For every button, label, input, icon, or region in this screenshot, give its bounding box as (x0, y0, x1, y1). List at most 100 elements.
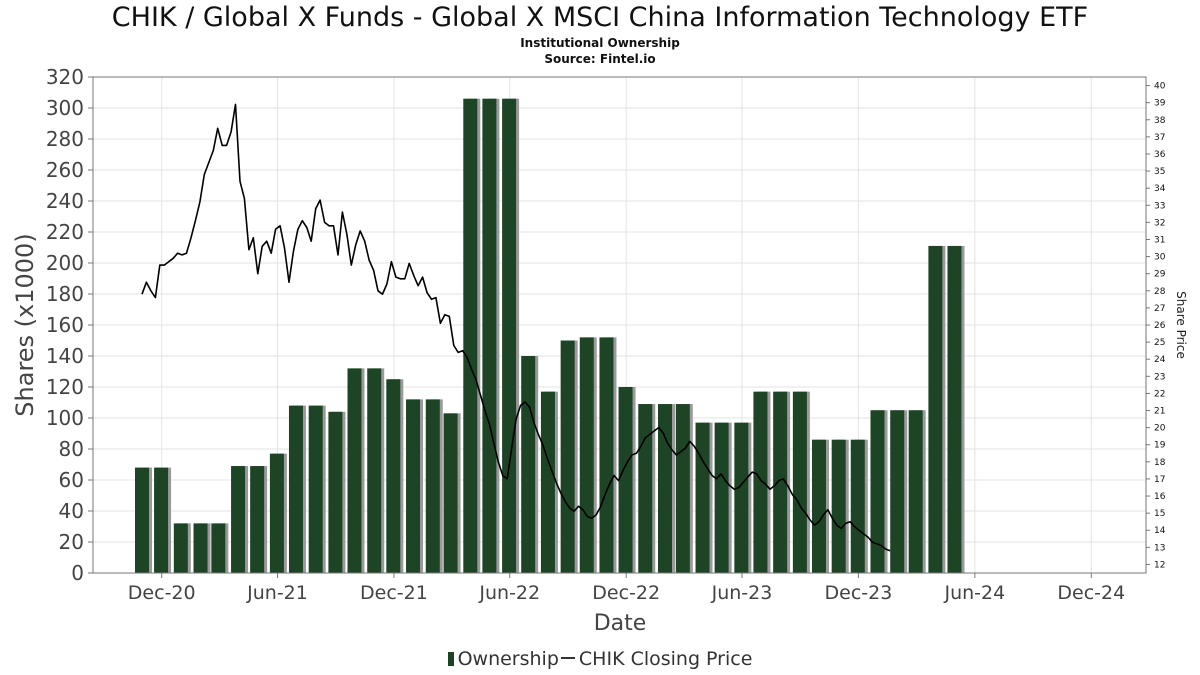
y2-tick-label: 15 (1154, 509, 1165, 519)
y2-tick-label: 32 (1154, 218, 1165, 228)
x-tick-label: Jun-23 (711, 582, 773, 604)
ownership-bar (890, 410, 905, 573)
ownership-bar (308, 405, 323, 573)
y2-axis: 12 13 14 15 16 17 18 19 20 21 22 23 24 25 26 27 28 29 30 31… (1146, 82, 1166, 570)
chart-subtitle: Institutional Ownership (520, 36, 680, 50)
ownership-chart: 0 20 40 60 80 100 120 140 160 180 200 220 240 260 280 3… (11, 65, 1188, 636)
y2-tick-label: 40 (1154, 82, 1166, 92)
y-tick-label: 260 (46, 158, 84, 182)
y2-tick-label: 25 (1154, 338, 1165, 348)
y-axis: 0 20 40 60 80 100 120 140 160 180 200 220 240 260 280 3… (46, 65, 93, 585)
y2-tick-label: 20 (1154, 424, 1166, 434)
ownership-bar (406, 399, 421, 573)
y-tick-label: 120 (46, 375, 84, 399)
y-tick-label: 100 (46, 406, 84, 430)
legend-ownership-swatch (447, 652, 454, 666)
y-tick-label: 180 (46, 282, 84, 306)
y2-tick-label: 31 (1154, 235, 1165, 245)
ownership-bar (443, 413, 458, 573)
y-tick-label: 280 (46, 127, 84, 151)
ownership-bar (753, 391, 768, 573)
legend-price-label: CHIK Closing Price (578, 648, 753, 670)
y2-tick-label: 19 (1154, 441, 1166, 451)
ownership-bars (134, 98, 965, 573)
ownership-bar (638, 404, 653, 573)
y2-tick-label: 35 (1154, 167, 1165, 177)
y-tick-label: 60 (59, 468, 84, 492)
y2-tick-label: 22 (1154, 389, 1165, 399)
y-tick-label: 40 (59, 499, 84, 523)
ownership-bar (134, 467, 149, 573)
ownership-bar (695, 422, 710, 573)
ownership-bar (579, 337, 594, 573)
y2-tick-label: 29 (1154, 270, 1166, 280)
y-axis-label: Shares (x1000) (11, 233, 39, 416)
y2-axis-label: Share Price (1174, 291, 1188, 359)
ownership-bar (675, 404, 690, 573)
ownership-bar (540, 391, 555, 573)
x-tick-label: Dec-21 (360, 582, 428, 604)
x-tick-label: Dec-24 (1057, 582, 1125, 604)
y2-tick-label: 26 (1154, 321, 1166, 331)
x-tick-label: Jun-22 (478, 582, 540, 604)
ownership-bar (425, 399, 440, 573)
ownership-bar (947, 245, 962, 573)
y-tick-label: 300 (46, 96, 84, 120)
y-tick-label: 320 (46, 65, 84, 89)
legend-price-swatch (560, 657, 575, 659)
ownership-bar (792, 391, 807, 573)
ownership-bar (521, 356, 536, 573)
ownership-bar (870, 410, 885, 573)
x-tick-label: Dec-20 (128, 582, 196, 604)
ownership-bar (928, 245, 943, 573)
y2-tick-label: 18 (1154, 458, 1166, 468)
y2-tick-label: 38 (1154, 116, 1166, 126)
y-tick-label: 140 (46, 344, 84, 368)
ownership-bar (367, 368, 382, 573)
y-tick-label: 160 (46, 313, 84, 337)
ownership-bar (908, 410, 923, 573)
price-line (141, 103, 891, 552)
ownership-bar (386, 379, 401, 573)
y2-tick-label: 39 (1154, 99, 1166, 109)
ownership-bar (347, 368, 362, 573)
legend: Ownership CHIK Closing Price (0, 648, 1200, 670)
y2-tick-label: 16 (1154, 492, 1166, 502)
y2-tick-label: 37 (1154, 133, 1165, 143)
y2-tick-label: 14 (1154, 526, 1166, 536)
ownership-bar (211, 523, 226, 573)
y2-tick-label: 27 (1154, 304, 1165, 314)
ownership-bar (850, 439, 865, 573)
y-tick-label: 0 (71, 561, 84, 585)
x-tick-label: Dec-22 (592, 582, 660, 604)
ownership-bar (288, 405, 303, 573)
y2-tick-label: 23 (1154, 372, 1165, 382)
y2-tick-label: 34 (1154, 184, 1166, 194)
ownership-bar (269, 453, 284, 573)
ownership-bar (618, 387, 633, 573)
ownership-bar (482, 98, 497, 573)
y2-tick-label: 28 (1154, 287, 1166, 297)
ownership-bar (231, 466, 246, 573)
y2-tick-label: 36 (1154, 150, 1166, 160)
ownership-bar (734, 422, 749, 573)
ownership-bar (250, 466, 265, 573)
chart-source: Source: Fintel.io (544, 52, 656, 66)
ownership-bar (463, 98, 478, 573)
ownership-bar (193, 523, 208, 573)
ownership-bar (714, 422, 729, 573)
ownership-bar (173, 523, 188, 573)
ownership-bar (154, 467, 169, 573)
ownership-bar (811, 439, 826, 573)
y2-tick-label: 12 (1154, 560, 1165, 570)
ownership-bar (599, 337, 614, 573)
y-tick-label: 20 (59, 530, 84, 554)
x-axis-label: Date (594, 611, 647, 636)
y2-tick-label: 24 (1154, 355, 1166, 365)
legend-ownership-label: Ownership (457, 648, 559, 670)
x-tick-label: Dec-23 (825, 582, 893, 604)
x-axis: Dec-20 Jun-21 Dec-21 Jun-22 Dec-22 Jun-23 Dec-… (128, 573, 1125, 604)
y2-tick-label: 21 (1154, 407, 1165, 417)
x-tick-label: Jun-21 (246, 582, 308, 604)
price-line-group (141, 103, 891, 552)
